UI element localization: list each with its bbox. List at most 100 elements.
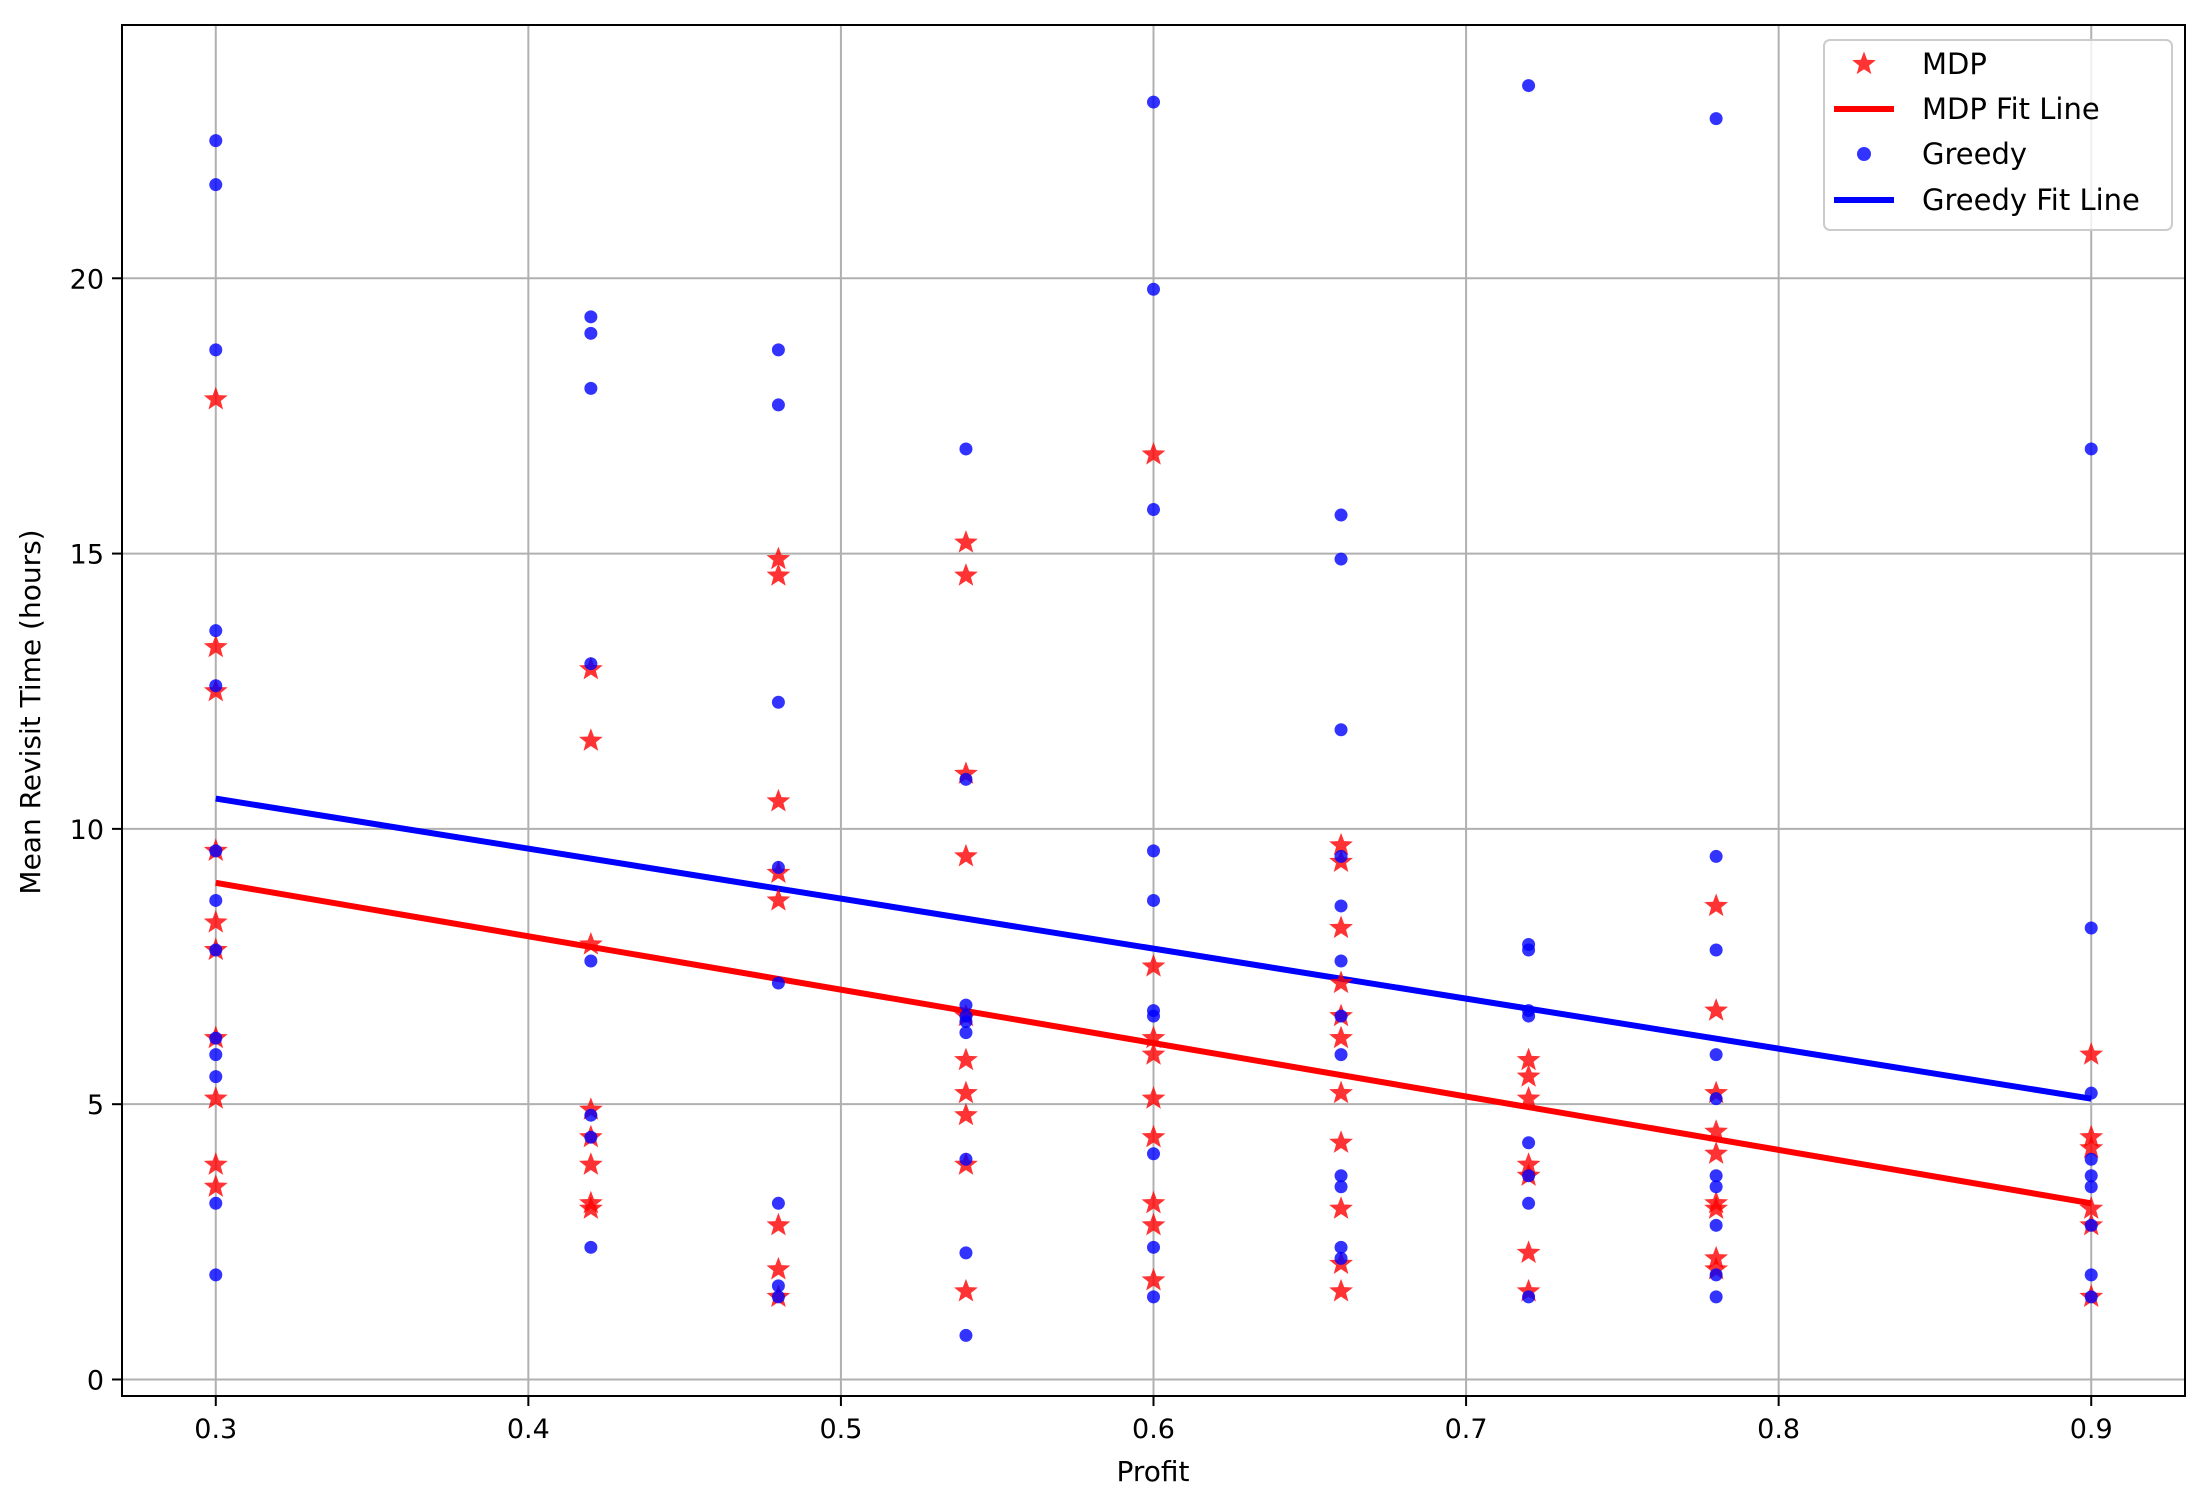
greedy-point (2084, 1268, 2098, 1282)
mdp-point (2079, 1042, 2104, 1065)
mdp-point (1141, 441, 1166, 465)
greedy-point (771, 1196, 785, 1210)
greedy-point (584, 326, 598, 340)
greedy-point (209, 1031, 223, 1045)
mdp-point (578, 1196, 603, 1219)
mdp-point (1329, 1025, 1353, 1049)
mdp-point (766, 1256, 791, 1280)
greedy-point (959, 1328, 973, 1342)
mdp-point (1329, 832, 1353, 856)
mdp-point (2079, 1135, 2104, 1159)
x-tick-label: 0.5 (819, 1414, 862, 1445)
greedy-point (2084, 1169, 2098, 1183)
greedy-point (1334, 1009, 1348, 1023)
greedy-point (209, 1268, 223, 1282)
greedy-point (1709, 1218, 1723, 1232)
greedy-point (1334, 1180, 1348, 1194)
mdp-point (1704, 1256, 1729, 1280)
mdp-point (1704, 998, 1729, 1021)
mdp-point (1141, 1124, 1166, 1148)
mdp-point (1516, 1047, 1541, 1071)
mdp-point (1704, 1141, 1729, 1164)
greedy-point (2084, 1152, 2098, 1166)
greedy-point (2084, 1218, 2098, 1232)
greedy-point (209, 624, 223, 638)
mdp-point (578, 1097, 603, 1120)
x-tick-label: 0.7 (1445, 1414, 1488, 1445)
greedy-point (959, 442, 973, 456)
legend-mdp-fit-line-label: MDP Fit Line (1922, 92, 2100, 126)
grid (122, 25, 2185, 1396)
mdp-point (1141, 954, 1166, 977)
x-tick-label: 0.9 (2070, 1414, 2113, 1445)
greedy-point (771, 695, 785, 709)
greedy-point (2084, 442, 2098, 456)
greedy-point (1334, 1169, 1348, 1183)
legend-box (1823, 39, 2173, 231)
mdp-point (954, 843, 978, 867)
greedy-point (771, 343, 785, 357)
greedy-point (771, 976, 785, 990)
greedy-point (1709, 112, 1723, 126)
mdp-point (1329, 970, 1353, 994)
greedy-point (209, 1196, 223, 1210)
mdp-point (954, 1047, 978, 1071)
mdp-point (203, 634, 228, 658)
greedy-point (1522, 1290, 1536, 1304)
legend-mdp-star-icon (1852, 51, 1876, 75)
x-tick-label: 0.4 (507, 1414, 550, 1445)
mdp-point (1329, 1278, 1353, 1302)
greedy-point (209, 943, 223, 957)
legend-mdp-label: MDP (1922, 47, 1987, 81)
greedy-point (1147, 95, 1160, 109)
mdp-point (954, 530, 978, 553)
y-axis-label: Mean Revisit Time (hours) (14, 529, 47, 894)
mdp-point (766, 788, 791, 812)
mdp-point (1141, 1267, 1166, 1291)
greedy-point (209, 134, 223, 148)
mdp-point (1141, 1212, 1166, 1236)
mdp-point (1704, 1196, 1729, 1219)
mdp-point (766, 563, 791, 586)
mdp-point (203, 909, 228, 933)
mdp-point (954, 1080, 978, 1104)
mdp-point (1141, 1025, 1166, 1049)
mdp-point (1516, 1240, 1541, 1263)
greedy-point (584, 381, 598, 395)
greedy-point (2084, 1086, 2098, 1100)
greedy-point (2084, 1290, 2098, 1304)
greedy-point (1334, 723, 1348, 737)
mdp-point (954, 563, 978, 586)
y-tick-label: 15 (70, 540, 104, 571)
greedy-point (584, 1108, 598, 1122)
greedy-fit-line (215, 795, 2092, 1102)
greedy-point (1334, 1240, 1348, 1254)
mdp-point (203, 386, 228, 410)
greedy-point (1709, 1169, 1723, 1183)
greedy-point (1709, 943, 1723, 957)
greedy-point (1709, 1268, 1723, 1282)
y-tick-label: 20 (70, 264, 104, 295)
greedy-point (1522, 943, 1536, 957)
legend: MDP MDP Fit Line Greedy Greedy Fit Line (1823, 39, 2173, 231)
mdp-point (1329, 1130, 1353, 1153)
greedy-point (1334, 899, 1348, 913)
greedy-point (1522, 1196, 1536, 1210)
x-tick-label: 0.6 (1132, 1414, 1175, 1445)
mdp-point (203, 1086, 228, 1109)
greedy-point (2084, 921, 2098, 935)
greedy-point (1147, 1240, 1160, 1254)
mdp-point (1516, 1064, 1541, 1087)
mdp-point (1704, 1119, 1729, 1142)
y-tick-label: 0 (87, 1365, 104, 1396)
greedy-point (1334, 849, 1348, 863)
greedy-point (1522, 1136, 1536, 1150)
mdp-point (1704, 893, 1729, 917)
mdp-point (1141, 1042, 1166, 1065)
greedy-point (771, 398, 785, 412)
greedy-point (1334, 1048, 1348, 1062)
greedy-point (2084, 1180, 2098, 1194)
greedy-point (209, 178, 223, 192)
greedy-point (584, 310, 598, 324)
